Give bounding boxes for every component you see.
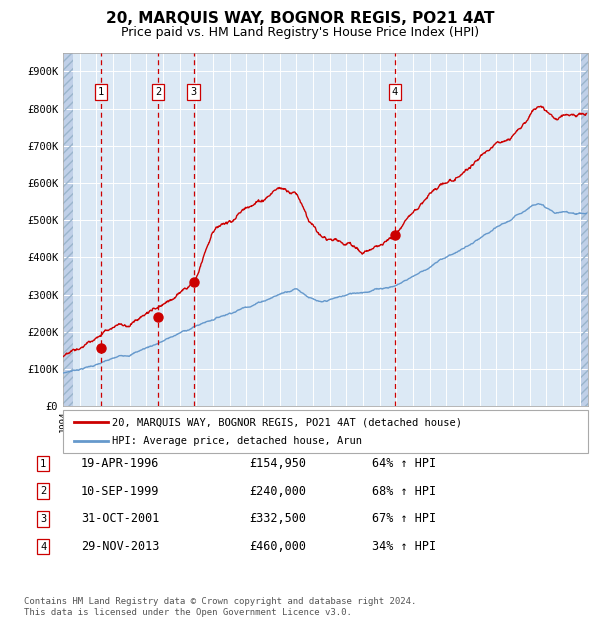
Text: £240,000: £240,000	[249, 485, 306, 497]
Text: 3: 3	[190, 87, 197, 97]
Text: £154,950: £154,950	[249, 458, 306, 470]
Bar	[63, 53, 73, 406]
Text: HPI: Average price, detached house, Arun: HPI: Average price, detached house, Arun	[112, 436, 362, 446]
Bar	[63, 53, 73, 406]
Text: 3: 3	[40, 514, 46, 524]
Bar	[581, 53, 588, 406]
Text: £332,500: £332,500	[249, 513, 306, 525]
Text: 31-OCT-2001: 31-OCT-2001	[81, 513, 160, 525]
Text: 1: 1	[98, 87, 104, 97]
Text: 68% ↑ HPI: 68% ↑ HPI	[372, 485, 436, 497]
Text: 2: 2	[155, 87, 161, 97]
Text: 2: 2	[40, 486, 46, 496]
Text: 64% ↑ HPI: 64% ↑ HPI	[372, 458, 436, 470]
Text: 29-NOV-2013: 29-NOV-2013	[81, 541, 160, 553]
Text: 34% ↑ HPI: 34% ↑ HPI	[372, 541, 436, 553]
Text: Price paid vs. HM Land Registry's House Price Index (HPI): Price paid vs. HM Land Registry's House …	[121, 26, 479, 39]
Text: Contains HM Land Registry data © Crown copyright and database right 2024.
This d: Contains HM Land Registry data © Crown c…	[24, 598, 416, 617]
Text: 1: 1	[40, 459, 46, 469]
Text: 20, MARQUIS WAY, BOGNOR REGIS, PO21 4AT (detached house): 20, MARQUIS WAY, BOGNOR REGIS, PO21 4AT …	[112, 417, 462, 427]
Text: 4: 4	[40, 542, 46, 552]
Text: £460,000: £460,000	[249, 541, 306, 553]
Text: 20, MARQUIS WAY, BOGNOR REGIS, PO21 4AT: 20, MARQUIS WAY, BOGNOR REGIS, PO21 4AT	[106, 11, 494, 26]
Text: 67% ↑ HPI: 67% ↑ HPI	[372, 513, 436, 525]
Bar	[581, 53, 588, 406]
Text: 10-SEP-1999: 10-SEP-1999	[81, 485, 160, 497]
Text: 19-APR-1996: 19-APR-1996	[81, 458, 160, 470]
Text: 4: 4	[392, 87, 398, 97]
